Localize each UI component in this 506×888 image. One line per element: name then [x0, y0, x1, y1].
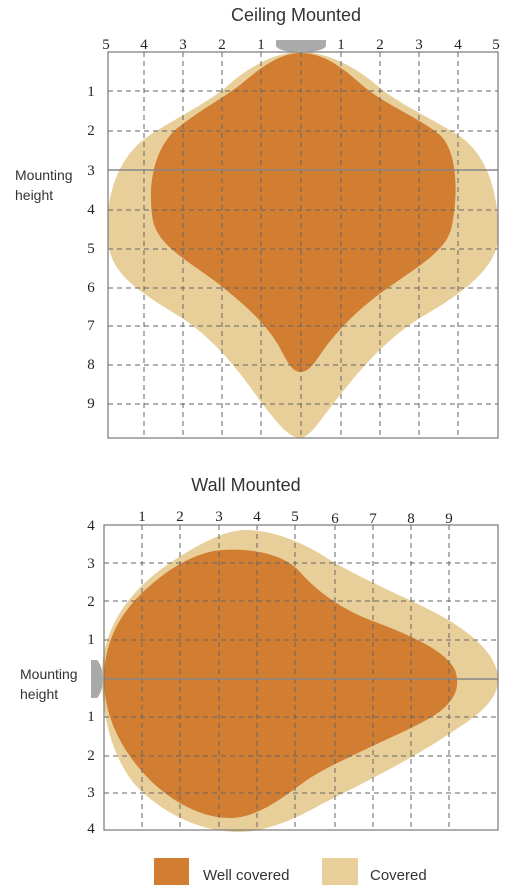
ceiling-side-label: Mounting — [15, 167, 73, 183]
wall-left-tick: 2 — [87, 748, 95, 764]
ceiling-top-tick: 5 — [102, 37, 110, 53]
wall-left-tick: 3 — [87, 785, 95, 801]
legend-well-covered-swatch — [154, 858, 189, 885]
wall-frame — [103, 524, 499, 831]
ceiling-top-tick: 1 — [337, 37, 345, 53]
wall-left-tick: 3 — [87, 556, 95, 572]
ceiling-top-tick: 3 — [179, 37, 187, 53]
wall-left-ticks: 4 3 2 1 1 2 3 4 — [87, 518, 95, 837]
wall-top-tick: 6 — [331, 511, 339, 527]
wall-well-covered-area — [104, 549, 458, 818]
legend-covered-swatch — [322, 858, 358, 885]
wall-top-ticks: 1 2 3 4 5 6 7 8 9 — [138, 509, 453, 527]
ceiling-top-tick: 4 — [140, 37, 148, 53]
wall-left-tick: 1 — [87, 632, 95, 648]
wall-top-tick: 2 — [176, 509, 184, 525]
legend: Well covered Covered — [154, 858, 427, 885]
wall-side-label: height — [20, 686, 58, 702]
wall-title: Wall Mounted — [191, 475, 300, 495]
wall-top-tick: 9 — [445, 511, 453, 527]
ceiling-top-tick: 2 — [218, 37, 226, 53]
ceiling-top-tick: 4 — [454, 37, 462, 53]
wall-top-tick: 8 — [407, 511, 415, 527]
ceiling-side-label: height — [15, 187, 53, 203]
legend-well-covered-label: Well covered — [203, 867, 289, 884]
wall-left-tick: 4 — [87, 821, 95, 837]
ceiling-left-tick: 4 — [87, 202, 95, 218]
wall-top-tick: 4 — [253, 509, 261, 525]
ceiling-left-tick: 8 — [87, 357, 95, 373]
ceiling-left-tick: 3 — [87, 163, 95, 179]
wall-left-tick: 1 — [87, 709, 95, 725]
ceiling-left-tick: 9 — [87, 396, 95, 412]
ceiling-fixture-icon — [276, 40, 326, 52]
ceiling-top-tick: 5 — [492, 37, 500, 53]
ceiling-title: Ceiling Mounted — [231, 5, 361, 25]
wall-left-tick: 4 — [87, 518, 95, 534]
ceiling-left-tick: 5 — [87, 241, 95, 257]
legend-covered-label: Covered — [370, 867, 427, 884]
ceiling-top-ticks: 5 4 3 2 1 1 2 3 4 5 — [102, 37, 500, 53]
ceiling-left-tick: 7 — [87, 318, 95, 334]
ceiling-left-tick: 2 — [87, 123, 95, 139]
wall-fixture-icon — [91, 660, 103, 698]
wall-top-tick: 7 — [369, 511, 377, 527]
ceiling-top-tick: 2 — [376, 37, 384, 53]
ceiling-left-ticks: 1 2 3 4 5 6 7 8 9 — [87, 84, 95, 412]
wall-top-tick: 3 — [215, 509, 223, 525]
wall-grid — [104, 525, 498, 830]
ceiling-well-covered-area — [150, 53, 456, 372]
ceiling-grid — [108, 52, 498, 438]
wall-side-label: Mounting — [20, 666, 78, 682]
wall-top-tick: 1 — [138, 509, 146, 525]
ceiling-frame — [107, 51, 499, 439]
wall-left-tick: 2 — [87, 594, 95, 610]
ceiling-left-tick: 6 — [87, 280, 95, 296]
ceiling-top-tick: 3 — [415, 37, 423, 53]
ceiling-top-tick: 1 — [257, 37, 265, 53]
wall-top-tick: 5 — [291, 509, 299, 525]
ceiling-left-tick: 1 — [87, 84, 95, 100]
